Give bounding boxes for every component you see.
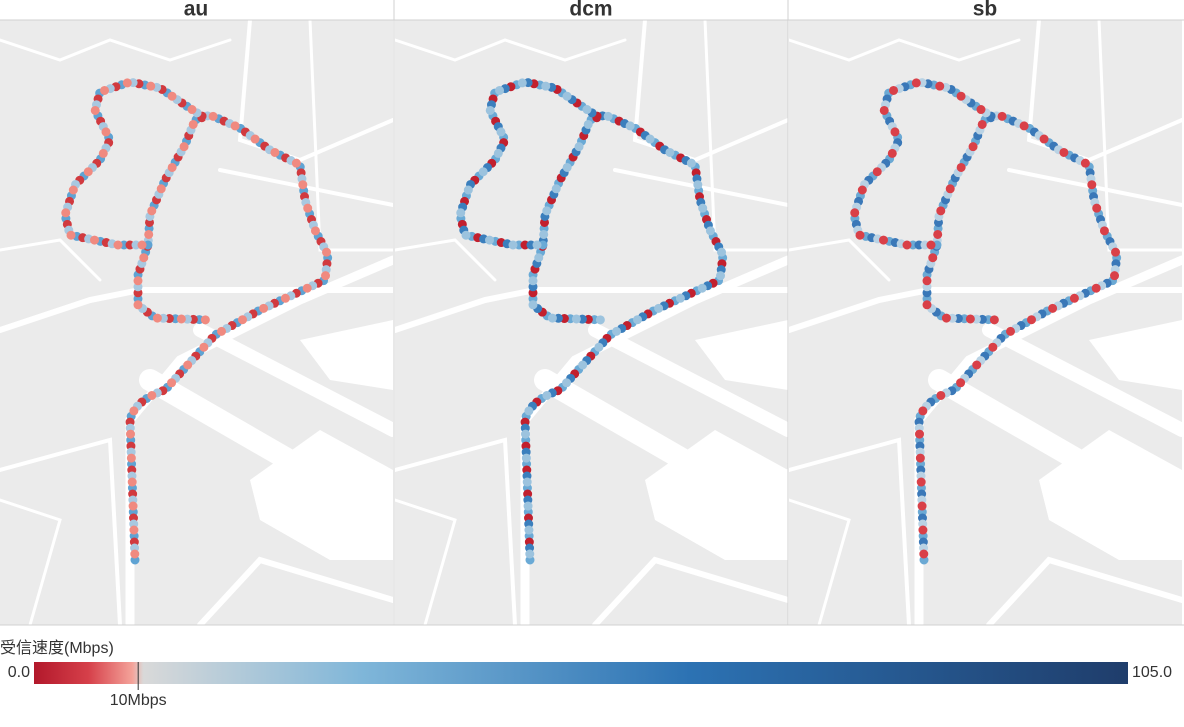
panel-borders [0, 0, 1184, 626]
color-ramp [34, 662, 1128, 684]
panel-au: au [0, 0, 393, 625]
panel-sb: sb [789, 0, 1182, 625]
legend-title: 受信速度(Mbps) [0, 639, 114, 657]
legend: 受信速度(Mbps) 0.0 105.0 10Mbps [0, 639, 1172, 709]
legend-min: 0.0 [8, 664, 30, 681]
panel-dcm: dcm [395, 0, 788, 625]
panel-title: au [184, 0, 209, 21]
legend-marker-label: 10Mbps [110, 692, 167, 709]
panel-title: sb [973, 0, 998, 21]
panel-title: dcm [569, 0, 612, 21]
legend-max: 105.0 [1132, 664, 1172, 681]
